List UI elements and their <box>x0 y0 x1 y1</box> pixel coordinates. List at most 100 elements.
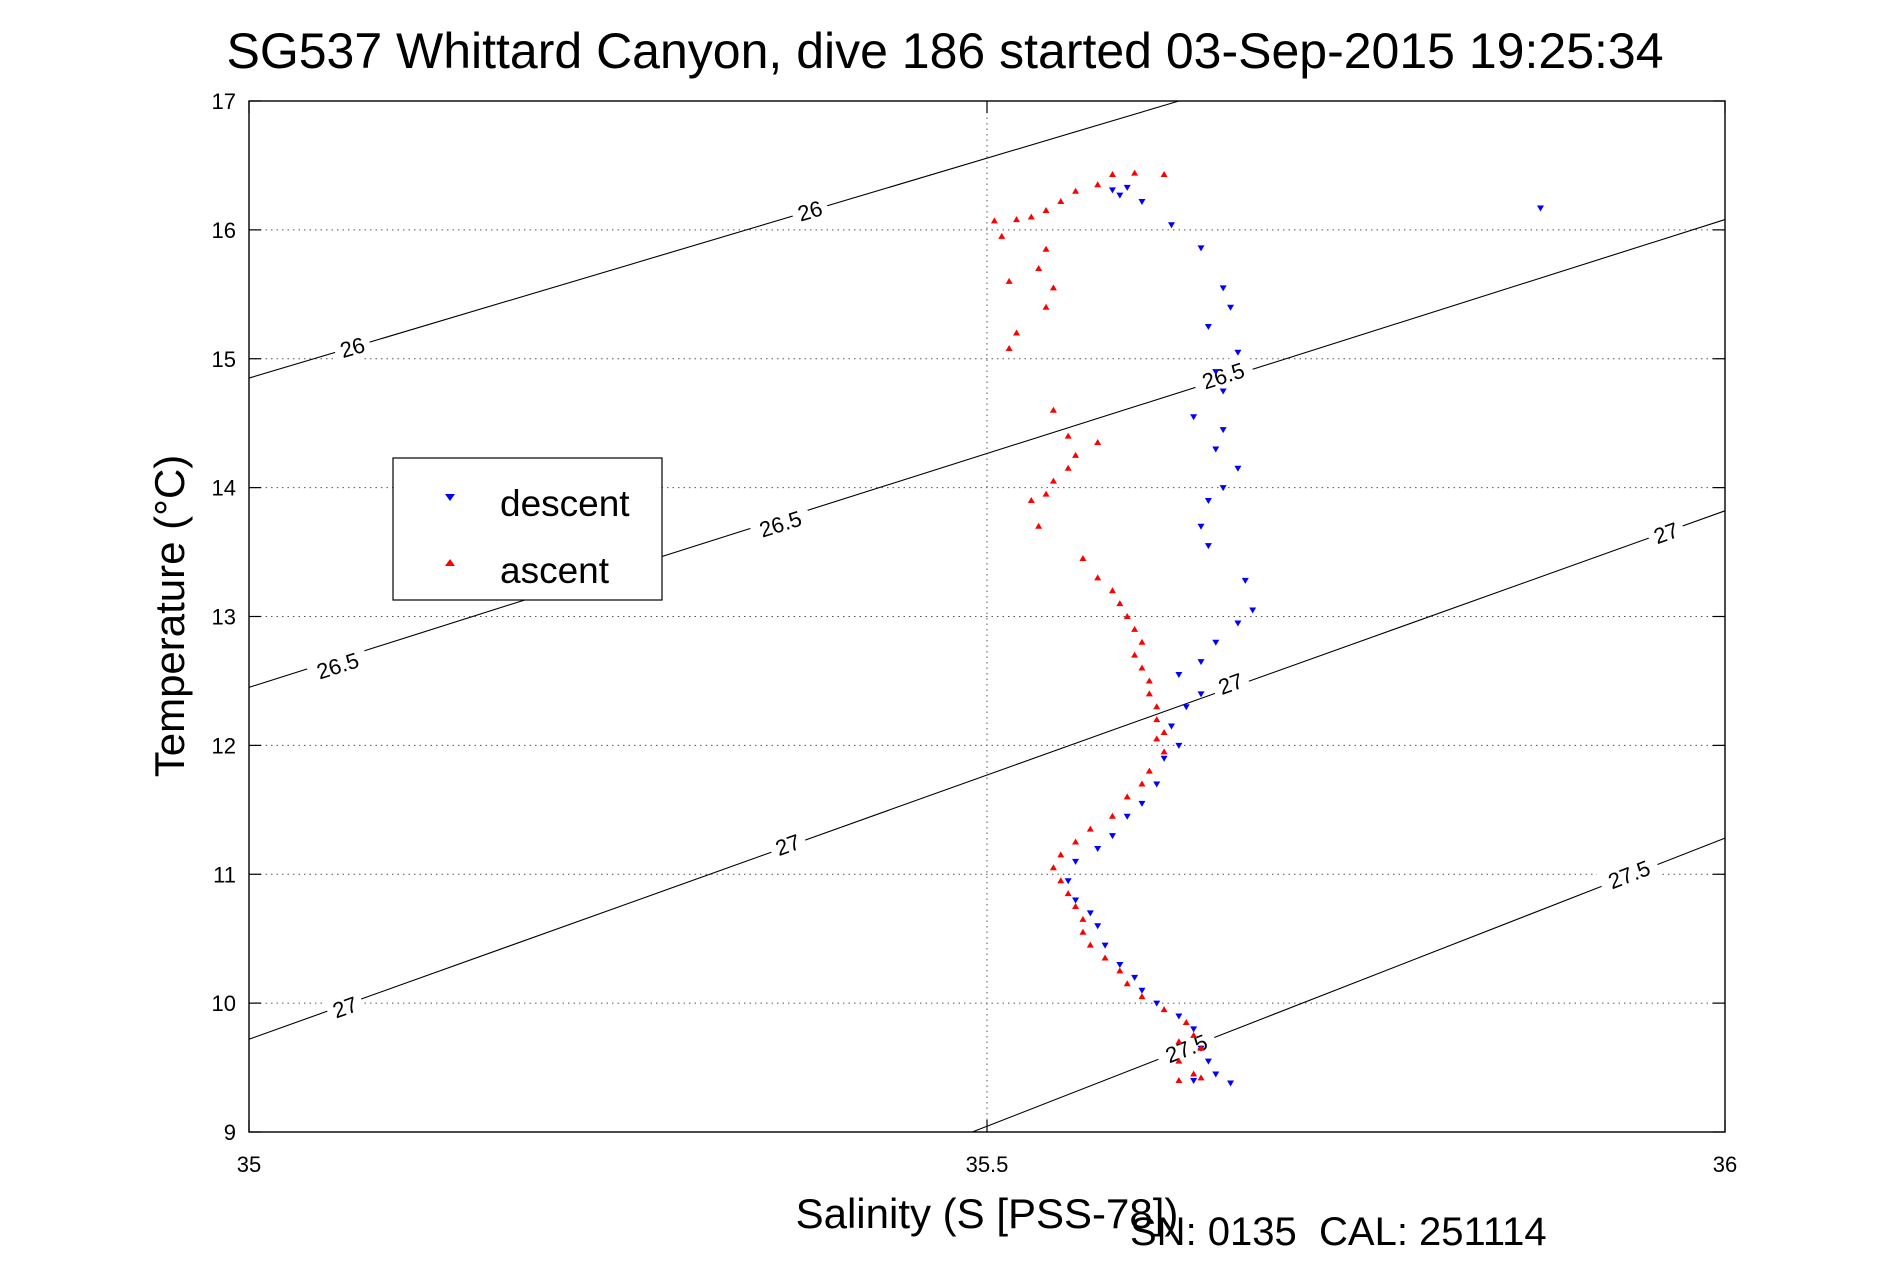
x-tick-label: 35.5 <box>966 1152 1009 1177</box>
ascent-point <box>1005 344 1013 351</box>
serial-calibration-footer: SN: 0135 CAL: 251114 <box>1130 1210 1547 1254</box>
descent-point <box>1212 1071 1220 1078</box>
ascent-point <box>998 232 1006 239</box>
descent-point <box>1094 923 1102 930</box>
descent-point <box>1123 813 1131 820</box>
y-tick-label: 13 <box>212 605 236 630</box>
ascent-point <box>1057 877 1065 884</box>
ascent-point <box>1049 284 1057 291</box>
legend-box <box>392 457 663 601</box>
descent-point <box>1197 245 1205 252</box>
descent-point <box>1197 659 1205 666</box>
ascent-point <box>1182 1018 1190 1025</box>
ascent-point <box>1005 277 1013 284</box>
y-tick-label: 10 <box>212 991 236 1016</box>
contour-label-background <box>1596 850 1663 899</box>
descent-point <box>1227 304 1235 311</box>
descent-point <box>1168 723 1175 730</box>
ascent-point <box>1197 1044 1205 1051</box>
ascent-point <box>1049 864 1057 871</box>
contour-label-background <box>788 191 832 230</box>
descent-point <box>1227 1080 1235 1087</box>
legend-ascent-marker <box>445 559 455 566</box>
descent-point <box>1094 845 1102 852</box>
ascent-point <box>1116 600 1124 607</box>
descent-series <box>1064 184 1544 1087</box>
ascent-point <box>1108 812 1116 819</box>
descent-point <box>1108 187 1116 194</box>
ascent-point <box>1160 748 1168 755</box>
descent-point <box>1219 285 1227 292</box>
y-axis-label: Temperature (°C) <box>146 455 193 778</box>
ascent-point <box>1042 245 1050 252</box>
descent-point <box>1108 833 1116 840</box>
ascent-point <box>1079 928 1087 935</box>
ascent-point <box>1064 464 1072 471</box>
ascent-point <box>1145 690 1153 697</box>
legend: descent ascent <box>392 457 663 601</box>
contour-line-26-5 <box>248 219 1726 688</box>
contour-line-27 <box>248 510 1726 1040</box>
y-tick-label: 9 <box>224 1120 236 1145</box>
legend-descent-label: descent <box>500 483 630 524</box>
ascent-point <box>1138 638 1146 645</box>
descent-point <box>1197 523 1205 530</box>
ascent-point <box>1086 825 1094 832</box>
ascent-point <box>1145 767 1153 774</box>
ascent-point <box>1153 735 1161 742</box>
ascent-point <box>1138 664 1146 671</box>
descent-point <box>1131 974 1139 981</box>
ascent-point <box>1079 555 1087 562</box>
descent-point <box>1537 205 1544 212</box>
descent-point <box>1138 800 1146 807</box>
contour-label-background <box>1153 1024 1220 1073</box>
ascent-point <box>1049 406 1057 413</box>
y-tick-label: 16 <box>212 218 236 243</box>
y-tick-label: 12 <box>212 733 236 758</box>
chart-title: SG537 Whittard Canyon, dive 186 started … <box>226 23 1663 79</box>
ascent-point <box>1145 677 1153 684</box>
ascent-point <box>1108 587 1116 594</box>
contour-label-background <box>323 987 367 1027</box>
ascent-point <box>1190 1070 1198 1077</box>
x-axis-ticks: 35 35.5 36 <box>237 101 1737 1177</box>
ascent-point <box>1123 980 1131 987</box>
ascent-point <box>1072 451 1080 458</box>
descent-point <box>1234 465 1242 472</box>
ascent-point <box>1057 198 1065 205</box>
ascent-point <box>1160 170 1168 177</box>
ascent-point <box>1108 170 1116 177</box>
descent-point <box>1197 691 1205 698</box>
contour-line-27-5 <box>972 837 1726 1133</box>
contour-label-background <box>766 825 810 864</box>
descent-point <box>1153 781 1161 788</box>
ascent-point <box>1160 728 1168 735</box>
descent-point <box>1234 349 1242 356</box>
descent-point <box>1101 942 1109 949</box>
ascent-point <box>1064 890 1072 897</box>
ascent-point <box>1094 439 1102 446</box>
contour-label-group: 26 <box>788 191 832 230</box>
descent-point <box>1160 755 1168 762</box>
ascent-point <box>1013 329 1021 336</box>
ascent-point <box>1086 941 1094 948</box>
descent-point <box>1175 742 1183 749</box>
ascent-point <box>1175 1038 1183 1045</box>
contour-label-group: 26 <box>331 328 374 366</box>
descent-point <box>1190 1026 1198 1033</box>
descent-point <box>1182 704 1190 711</box>
ascent-point <box>1197 1074 1205 1081</box>
ascent-point <box>1072 187 1080 194</box>
ascent-point <box>1042 490 1050 497</box>
descent-point <box>1249 607 1257 614</box>
ascent-point <box>990 217 998 224</box>
descent-point <box>1204 498 1212 505</box>
descent-point <box>1190 1077 1198 1084</box>
contour-label-background <box>747 501 814 547</box>
ascent-point <box>1116 967 1124 974</box>
y-tick-label: 15 <box>212 347 236 372</box>
ascent-series <box>990 169 1205 1083</box>
contour-label-group: 27 <box>323 987 367 1027</box>
contour-label-group: 27 <box>1208 664 1253 703</box>
descent-point <box>1212 369 1220 376</box>
